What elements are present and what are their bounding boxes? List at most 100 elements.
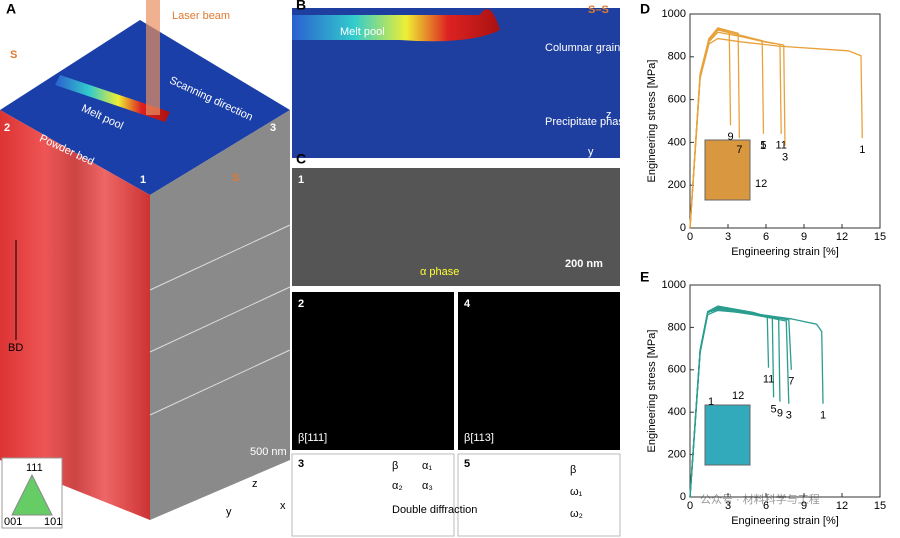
schematic-3 xyxy=(291,453,455,537)
x-axis-label: Engineering strain [%] xyxy=(731,246,839,258)
ipf-triangle xyxy=(11,473,53,516)
y-tick-label: 600 xyxy=(668,364,686,376)
panel-c: C 1 α phase 200 nm 2 β[111] 4 β[113] 3 β… xyxy=(291,151,621,537)
label: 500 nm xyxy=(250,446,287,458)
label: z xyxy=(606,109,612,121)
watermark: 公众号 · 材料科学与工程 xyxy=(700,492,820,506)
x-tick-label: 6 xyxy=(763,231,769,243)
y-tick-label: 1000 xyxy=(662,8,686,20)
melt-pool xyxy=(292,9,500,42)
label: A xyxy=(6,1,16,17)
series-label: 9 xyxy=(777,408,783,420)
schematic-5 xyxy=(457,453,621,537)
label: Laser beam xyxy=(172,10,230,22)
divider xyxy=(149,286,291,353)
label: S–S xyxy=(588,4,609,16)
label: D xyxy=(640,1,650,17)
plot-frame xyxy=(689,284,881,498)
x-tick-label: 3 xyxy=(725,231,731,243)
series-label: 1 xyxy=(820,410,826,422)
series-label: 5 xyxy=(760,140,766,152)
panel-b: B S–S Melt pool Columnar grain Precipita… xyxy=(292,0,630,158)
x-tick-label: 3 xyxy=(725,500,731,512)
label: 001 xyxy=(4,516,22,528)
label: Precipitate phase xyxy=(545,116,630,128)
label: β xyxy=(392,460,398,472)
inset-d xyxy=(704,139,751,201)
series-label: 3 xyxy=(786,410,792,422)
label: 12 xyxy=(732,390,744,402)
label: y xyxy=(226,506,232,518)
inset-e xyxy=(704,404,751,466)
y-tick-label: 200 xyxy=(668,179,686,191)
label: C xyxy=(296,151,306,167)
series-label: 7 xyxy=(736,144,742,156)
x-tick-label: 9 xyxy=(801,500,807,512)
label: α₁ xyxy=(422,460,432,472)
label: z xyxy=(252,478,258,490)
x-tick-label: 12 xyxy=(836,500,848,512)
y-tick-label: 1000 xyxy=(662,279,686,291)
saed-4 xyxy=(458,292,620,450)
x-tick-label: 9 xyxy=(801,231,807,243)
label: x xyxy=(280,500,286,512)
y-tick-label: 0 xyxy=(680,491,686,503)
y-tick-label: 600 xyxy=(668,94,686,106)
label: 12 xyxy=(755,178,767,190)
label: S xyxy=(232,172,239,184)
tem-image xyxy=(292,168,620,286)
label: ω₁ xyxy=(570,486,583,498)
series-line xyxy=(689,28,732,229)
y-tick-label: 800 xyxy=(668,51,686,63)
y-tick-label: 800 xyxy=(668,321,686,333)
series-label: 9 xyxy=(727,131,733,143)
y-axis-label: Engineering stress [MPa] xyxy=(646,60,658,183)
label: β xyxy=(570,464,576,476)
label: Melt pool xyxy=(340,26,385,38)
label: β[111] xyxy=(298,432,327,444)
x-tick-label: 6 xyxy=(763,500,769,512)
y-tick-label: 400 xyxy=(668,406,686,418)
label: 4 xyxy=(464,298,471,310)
label: Double diffraction xyxy=(392,504,477,516)
label: ω₂ xyxy=(570,508,583,520)
series-label: 1 xyxy=(859,144,865,156)
x-tick-label: 15 xyxy=(874,231,886,243)
label: B xyxy=(296,0,306,13)
label: 3 xyxy=(298,458,304,470)
y-axis-label: Engineering stress [MPa] xyxy=(646,330,658,453)
label: 2 xyxy=(4,122,10,134)
label: E xyxy=(640,269,649,285)
series-label: 7 xyxy=(788,376,794,388)
laser xyxy=(146,0,160,115)
divider xyxy=(149,349,291,416)
series-label: 11 xyxy=(763,374,774,386)
x-tick-label: 0 xyxy=(687,231,693,243)
label: 200 nm xyxy=(565,258,603,270)
label: β[113] xyxy=(464,432,494,444)
label: 5 xyxy=(464,458,470,470)
label: Columnar grain xyxy=(545,42,620,54)
label: 2 xyxy=(298,298,304,310)
label: 111 xyxy=(26,462,43,474)
label: α phase xyxy=(420,266,459,278)
label: BD xyxy=(8,342,23,354)
label: α₃ xyxy=(422,480,433,492)
x-tick-label: 12 xyxy=(836,231,848,243)
label: 1 xyxy=(708,396,714,408)
label: S xyxy=(10,49,17,61)
label: 1 xyxy=(298,174,304,186)
label: 101 xyxy=(44,516,62,528)
series-label: 11 xyxy=(775,140,786,152)
y-tick-label: 400 xyxy=(668,136,686,148)
series-line xyxy=(689,305,770,498)
series-label: 3 xyxy=(782,152,788,164)
plot-frame xyxy=(689,13,881,229)
x-axis-label: Engineering strain [%] xyxy=(731,515,839,527)
label: 1 xyxy=(760,140,766,152)
melt-track xyxy=(55,75,170,122)
label: y xyxy=(588,146,594,158)
y-tick-label: 0 xyxy=(680,222,686,234)
y-tick-label: 200 xyxy=(668,449,686,461)
